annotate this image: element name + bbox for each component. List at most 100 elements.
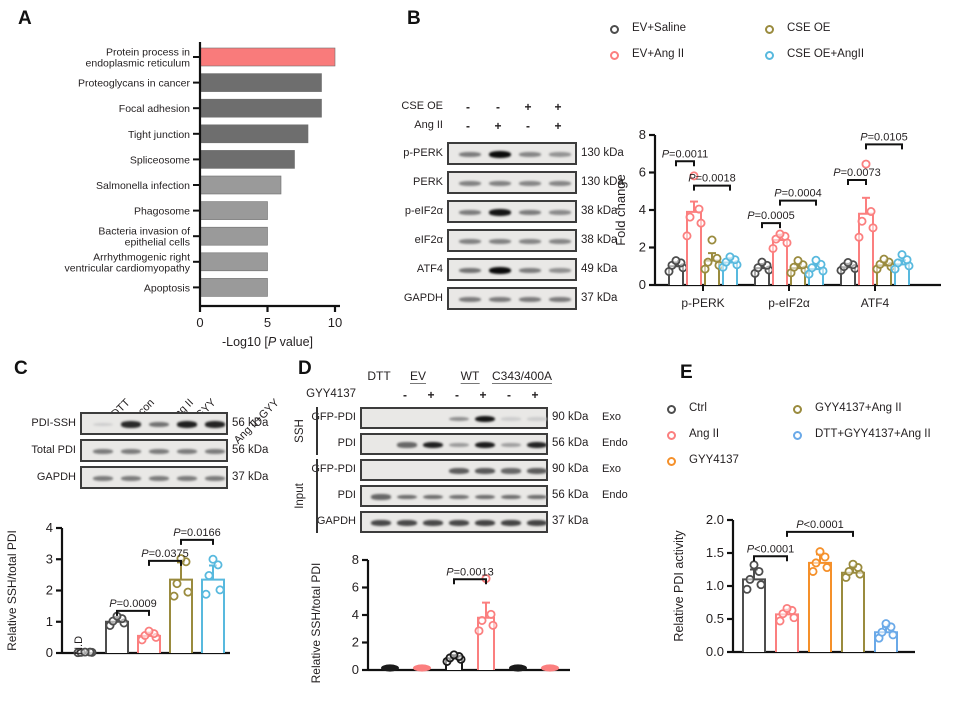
blot-side-label: Exo	[602, 463, 621, 475]
blot-kda-label: 130 kDa	[581, 175, 624, 188]
panel-a-category-label: Apoptosis	[144, 282, 190, 294]
svg-text:2.0: 2.0	[706, 512, 724, 527]
panel-b-label: B	[407, 8, 421, 29]
svg-text:P=0.0375: P=0.0375	[141, 548, 188, 560]
panel-a-bar	[199, 98, 322, 118]
blot-protein-label: GFP-PDI	[311, 411, 356, 423]
blot-band	[548, 152, 572, 157]
blot-band	[176, 421, 198, 428]
blot-section-label: SSH	[294, 419, 306, 443]
blot-band	[449, 494, 469, 500]
blot-protein-label: Total PDI	[31, 443, 76, 456]
blot-protein-label: PDI-SSH	[31, 416, 76, 429]
svg-text:1.5: 1.5	[706, 545, 724, 560]
blot-condition-value: -	[466, 119, 470, 133]
panel-a-category-label: Bacteria invasion of	[98, 226, 190, 238]
blot-band	[204, 476, 226, 481]
panel-b-xtick: p-eIF2α	[768, 296, 810, 310]
panel-e: E Ctrl GYY4137+Ang II Ang II DTT+GYY4137+An…	[625, 350, 961, 708]
blot-band	[488, 181, 512, 186]
legend-label: EV+Saline	[632, 22, 687, 34]
blot-band	[458, 239, 482, 244]
blot-kda-label: 56 kDa	[232, 416, 269, 429]
blot-band	[488, 267, 512, 274]
blot-band	[458, 268, 482, 273]
blot-band	[475, 441, 495, 449]
blot-kda-label: 37 kDa	[552, 515, 589, 527]
blot-band	[148, 449, 170, 454]
blot-band	[548, 210, 572, 215]
blot-row	[447, 229, 577, 252]
svg-text:P<0.0001: P<0.0001	[796, 519, 843, 531]
legend-label: GYY4137+Ang II	[815, 402, 902, 414]
panel-d-flat-marker	[541, 664, 559, 672]
blot-band	[527, 520, 547, 526]
blot-condition-value: +	[494, 119, 502, 133]
svg-text:P=0.0011: P=0.0011	[662, 148, 709, 160]
panel-b-xtick: p-PERK	[681, 296, 724, 310]
blot-protein-label: GAPDH	[316, 515, 356, 527]
blot-section-label: Input	[294, 483, 306, 509]
panel-a-category-label: Arrhythmogenic right	[93, 251, 190, 263]
blot-row	[80, 439, 228, 462]
blot-band	[527, 417, 547, 421]
legend-label: DTT+GYY4137+Ang II	[815, 428, 931, 440]
svg-text:P=0.0073: P=0.0073	[833, 167, 880, 179]
blot-row	[360, 407, 548, 429]
svg-text:8: 8	[639, 127, 646, 142]
blot-band	[527, 441, 547, 449]
blot-band	[458, 152, 482, 157]
panel-a-bar	[199, 47, 336, 67]
svg-text:0.5: 0.5	[706, 611, 724, 626]
panel-a-category-label: ventricular cardiomyopathy	[65, 262, 191, 274]
blot-band	[92, 422, 114, 427]
svg-text:P=0.0013: P=0.0013	[446, 566, 493, 578]
blot-kda-label: 90 kDa	[552, 463, 589, 475]
blot-band	[527, 494, 547, 500]
blot-protein-label: GAPDH	[403, 291, 443, 304]
panel-a-bar	[199, 252, 268, 272]
panel-a-xtick: 5	[264, 315, 271, 330]
svg-text:6: 6	[639, 165, 646, 180]
blot-condition-label: Ang II	[414, 119, 443, 131]
panel-a-bar	[199, 201, 268, 220]
blot-condition-value: +	[554, 100, 562, 114]
blot-condition-value: -	[496, 100, 500, 114]
panel-a-category-label: endoplasmic reticulum	[86, 58, 191, 70]
blot-side-label: Endo	[602, 437, 628, 449]
blot-band	[501, 468, 521, 474]
blot-protein-label: GAPDH	[36, 470, 76, 483]
blot-band	[518, 297, 542, 302]
legend-label: GYY4137	[689, 454, 739, 466]
blot-condition-value: +	[554, 119, 562, 133]
blot-kda-label: 37 kDa	[581, 291, 618, 304]
blot-band	[397, 494, 417, 500]
blot-gyy-label: GYY4137	[306, 388, 356, 400]
panel-a-label: A	[18, 8, 32, 29]
panel-e-legend: Ctrl GYY4137+Ang II Ang II DTT+GYY4137+Ang …	[625, 402, 961, 477]
svg-text:P=0.0009: P=0.0009	[109, 598, 156, 610]
blot-kda-label: 37 kDa	[232, 470, 269, 483]
blot-band	[397, 442, 417, 448]
legend-marker	[667, 431, 676, 440]
legend-label: Ang II	[689, 428, 720, 440]
panel-d-flat-marker	[413, 664, 431, 672]
panel-a-category-label: Phagosome	[134, 206, 190, 218]
panel-a-category-label: Focal adhesion	[119, 103, 190, 115]
blot-band	[458, 297, 482, 302]
svg-text:2: 2	[46, 583, 53, 598]
blot-kda-label: 90 kDa	[552, 411, 589, 423]
blot-band	[518, 239, 542, 244]
blot-band	[371, 494, 391, 500]
panel-d: D DTT EV WT C343/400A GYY4137 - + - + - + GFP-PDI 90…	[290, 350, 628, 708]
blot-row	[360, 511, 548, 533]
blot-band	[92, 449, 114, 454]
blot-band	[120, 449, 142, 454]
blot-band	[120, 421, 142, 428]
blot-band	[176, 476, 198, 481]
blot-gyy-value: -	[507, 388, 511, 402]
blot-row	[447, 200, 577, 223]
